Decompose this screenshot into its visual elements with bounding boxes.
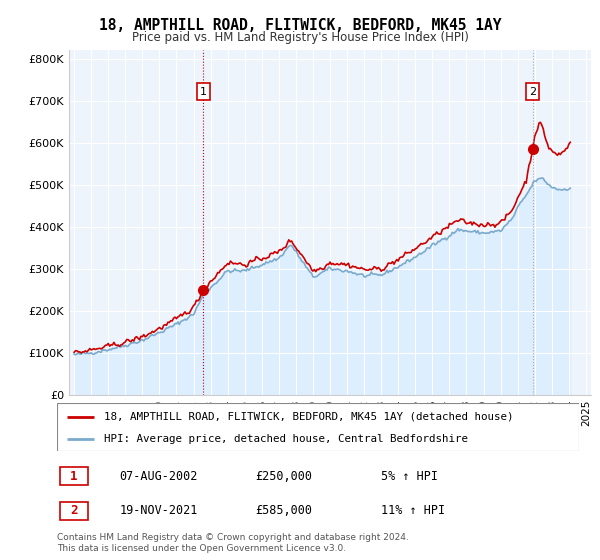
Bar [59, 467, 88, 485]
Text: Contains HM Land Registry data © Crown copyright and database right 2024.
This d: Contains HM Land Registry data © Crown c… [57, 533, 409, 553]
Text: 19-NOV-2021: 19-NOV-2021 [119, 505, 198, 517]
Bar [59, 502, 88, 520]
Text: 07-AUG-2002: 07-AUG-2002 [119, 469, 198, 483]
Text: 18, AMPTHILL ROAD, FLITWICK, BEDFORD, MK45 1AY (detached house): 18, AMPTHILL ROAD, FLITWICK, BEDFORD, MK… [104, 412, 514, 422]
Text: HPI: Average price, detached house, Central Bedfordshire: HPI: Average price, detached house, Cent… [104, 434, 468, 444]
Text: 18, AMPTHILL ROAD, FLITWICK, BEDFORD, MK45 1AY: 18, AMPTHILL ROAD, FLITWICK, BEDFORD, MK… [99, 18, 501, 33]
Text: £250,000: £250,000 [256, 469, 313, 483]
Text: £585,000: £585,000 [256, 505, 313, 517]
Text: 1: 1 [70, 469, 78, 483]
Text: Price paid vs. HM Land Registry's House Price Index (HPI): Price paid vs. HM Land Registry's House … [131, 31, 469, 44]
Text: 1: 1 [200, 87, 207, 97]
Text: 11% ↑ HPI: 11% ↑ HPI [380, 505, 445, 517]
Text: 2: 2 [70, 505, 78, 517]
Text: 2: 2 [529, 87, 536, 97]
Text: 5% ↑ HPI: 5% ↑ HPI [380, 469, 437, 483]
